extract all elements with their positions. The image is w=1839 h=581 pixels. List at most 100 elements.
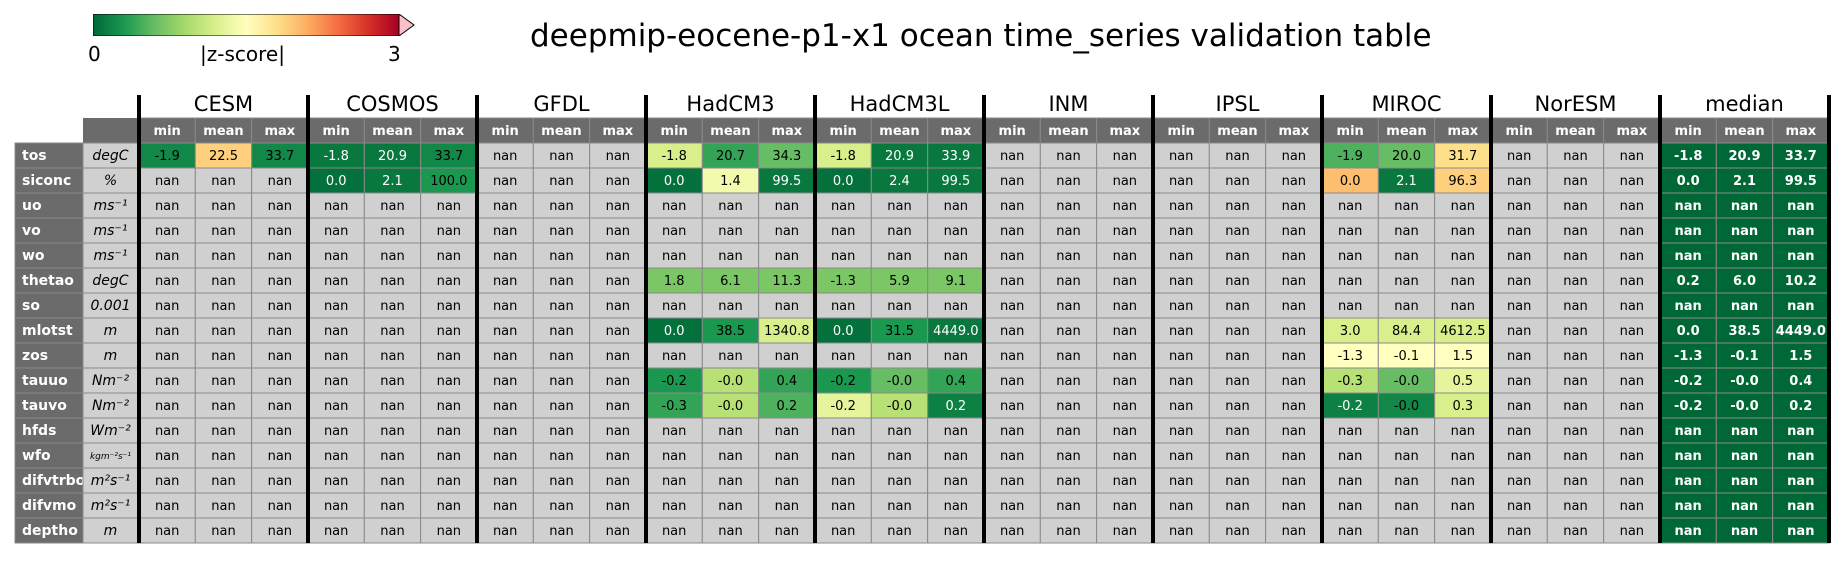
data-cell <box>1603 492 1661 519</box>
cell-value: nan <box>1056 474 1080 489</box>
data-cell <box>476 342 534 369</box>
data-cell <box>1096 417 1154 444</box>
cell-value: nan <box>718 349 742 364</box>
data-cell <box>1152 192 1210 219</box>
cell-value: nan <box>1000 199 1024 214</box>
data-cell <box>814 242 872 269</box>
cell-value: nan <box>718 449 742 464</box>
cell-value: 2.4 <box>889 174 910 189</box>
cell-value: 31.5 <box>885 324 914 339</box>
cell-value: nan <box>775 349 799 364</box>
cell-value: nan <box>1563 499 1587 514</box>
cell-value: 1340.8 <box>764 324 810 339</box>
cell-value: nan <box>1169 524 1193 539</box>
cell-value: nan <box>380 274 404 289</box>
data-cell <box>1208 167 1267 194</box>
data-cell <box>1490 242 1548 269</box>
cell-value: nan <box>1563 474 1587 489</box>
cell-value: nan <box>1000 474 1024 489</box>
variable-unit: % <box>104 173 117 189</box>
cell-value: nan <box>1731 524 1758 539</box>
data-cell <box>420 392 478 419</box>
cell-value: nan <box>662 349 686 364</box>
data-cell <box>363 342 422 369</box>
data-cell <box>1659 342 1717 369</box>
data-cell <box>1659 517 1717 544</box>
cell-value: nan <box>831 449 855 464</box>
data-cell <box>814 492 872 519</box>
cell-value: nan <box>1563 399 1587 414</box>
cell-value: nan <box>1507 524 1531 539</box>
cell-value: nan <box>1787 474 1814 489</box>
cell-value: nan <box>1507 424 1531 439</box>
model-header: HadCM3 <box>686 92 774 116</box>
cell-value: -0.2 <box>1337 399 1362 414</box>
cell-value: 4612.5 <box>1440 324 1486 339</box>
stat-header: mean <box>541 124 581 139</box>
model-header: NorESM <box>1535 92 1617 116</box>
cell-value: nan <box>1169 399 1193 414</box>
data-cell <box>1772 392 1830 419</box>
cell-value: -1.8 <box>323 149 348 164</box>
cell-value: nan <box>944 499 968 514</box>
cell-value: nan <box>493 374 517 389</box>
cell-value: nan <box>887 199 911 214</box>
cell-value: 9.1 <box>945 274 966 289</box>
data-cell <box>251 517 309 544</box>
data-cell <box>1321 142 1379 169</box>
cell-value: nan <box>1000 374 1024 389</box>
data-cell <box>927 242 985 269</box>
data-cell <box>1659 167 1717 194</box>
cell-value: nan <box>887 474 911 489</box>
cell-value: nan <box>211 299 235 314</box>
data-cell <box>251 342 309 369</box>
data-cell <box>1659 442 1717 469</box>
data-cell <box>701 317 760 344</box>
cell-value: nan <box>211 224 235 239</box>
data-cell <box>1434 442 1492 469</box>
stat-header: mean <box>1724 124 1764 139</box>
data-cell <box>1546 267 1605 294</box>
data-cell <box>1772 267 1830 294</box>
stat-header: mean <box>1217 124 1257 139</box>
cell-value: nan <box>1000 524 1024 539</box>
cell-value: nan <box>606 449 630 464</box>
data-cell <box>1546 467 1605 494</box>
data-cell <box>814 467 872 494</box>
row-unit-cell <box>82 242 139 269</box>
data-cell <box>814 142 872 169</box>
data-cell <box>589 517 647 544</box>
cell-value: nan <box>1000 499 1024 514</box>
data-cell <box>532 517 591 544</box>
data-cell <box>194 242 253 269</box>
cell-value: nan <box>1451 474 1475 489</box>
cell-value: nan <box>1056 349 1080 364</box>
data-cell <box>814 517 872 544</box>
cell-value: nan <box>887 224 911 239</box>
cell-value: nan <box>155 449 179 464</box>
cell-value: -1.8 <box>830 149 855 164</box>
cell-value: nan <box>549 174 573 189</box>
data-cell <box>589 442 647 469</box>
cell-value: nan <box>1394 424 1418 439</box>
cell-value: nan <box>1169 299 1193 314</box>
row-unit-cell <box>82 417 139 444</box>
cell-value: nan <box>324 374 348 389</box>
data-cell <box>701 292 760 319</box>
stat-header-cell <box>1490 117 1548 144</box>
cell-value: nan <box>437 324 461 339</box>
data-cell <box>363 492 422 519</box>
stat-header: mean <box>1048 124 1088 139</box>
cell-value: nan <box>831 499 855 514</box>
cell-value: nan <box>211 174 235 189</box>
row-unit-cell <box>82 267 139 294</box>
stat-header: mean <box>1555 124 1595 139</box>
data-cell <box>1490 342 1548 369</box>
cell-value: nan <box>887 349 911 364</box>
cell-value: nan <box>1507 474 1531 489</box>
cell-value: nan <box>1225 449 1249 464</box>
cell-value: nan <box>1507 224 1531 239</box>
data-cell <box>194 392 253 419</box>
data-cell <box>1603 417 1661 444</box>
cell-value: nan <box>1113 274 1137 289</box>
